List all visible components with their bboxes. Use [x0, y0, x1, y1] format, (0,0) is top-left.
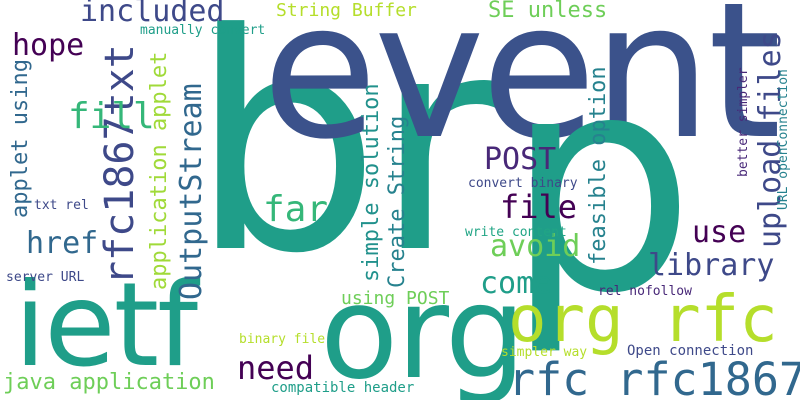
word-url-openconnection: URL openConnection [776, 69, 791, 210]
word-convert-binary: convert binary [468, 176, 578, 191]
word-need: need [237, 349, 315, 387]
word-open-connection: Open connection [627, 343, 754, 359]
word-using-post: using POST [341, 288, 450, 309]
word-string-buffer: String Buffer [276, 0, 417, 21]
word-file: file [500, 188, 578, 226]
word-included: included [80, 0, 225, 29]
word-event: event [262, 0, 781, 181]
word-better-simpler: better simpler [736, 67, 751, 177]
word-binary-file: binary file [239, 332, 326, 347]
word-compatible-header: compatible header [271, 380, 415, 396]
word-ietf: ietf [14, 258, 198, 393]
word-write-content: write content [465, 225, 567, 240]
word-feasible-option: feasible option [586, 66, 611, 265]
word-outputstream: OutputStream [174, 83, 209, 300]
word-come: come [480, 266, 553, 301]
word-simple-solution: simple solution [359, 83, 384, 282]
word-org-rfc: org rfc [508, 283, 778, 357]
word-rfc1867txt: rfc1867txt [97, 44, 143, 285]
word-se-unless: SE unless [488, 0, 608, 23]
word-applet-using: applet using [8, 59, 33, 218]
word-application-applet: application applet [147, 51, 172, 290]
word-rel-nofollow: rel nofollow [598, 284, 692, 299]
word-fill: fill [68, 96, 155, 137]
word-create-string: Create String [385, 115, 410, 288]
word-simpler-way: simpler way [501, 345, 588, 360]
word-library: library [648, 248, 775, 283]
word-post: POST [484, 142, 557, 177]
word-org: org [320, 259, 526, 400]
word-br: br [190, 0, 498, 319]
word-txt-rel: txt rel [34, 198, 89, 213]
word-hope: hope [12, 28, 85, 63]
word-manually-convert: manually convert [140, 23, 266, 38]
word-p: p [505, 10, 696, 359]
word-java-application: java application [3, 370, 215, 395]
word-server-url: server URL [6, 270, 85, 285]
word-avoid: avoid [490, 229, 581, 264]
word-use: use [692, 215, 747, 250]
word-far: far [263, 189, 329, 230]
word-rfc-rfc1867: rfc rfc1867 [508, 353, 800, 400]
word-href: href [26, 226, 99, 261]
